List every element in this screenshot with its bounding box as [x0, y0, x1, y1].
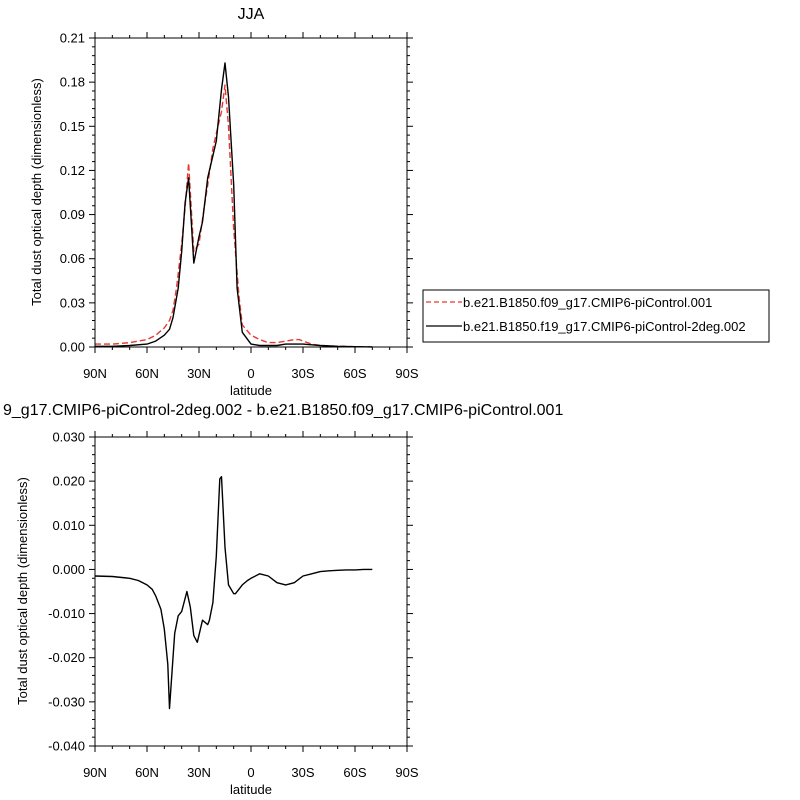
bottom-x-tick-label: 60S	[343, 765, 366, 780]
top-y-tick-label: 0.21	[60, 31, 85, 46]
bottom-y-tick-label: 0.000	[52, 562, 85, 577]
top-x-tick-label: 0	[247, 366, 254, 381]
top-x-tick-label: 90S	[395, 366, 418, 381]
top-series-group	[95, 62, 373, 348]
top-panel: JJA 0.00 0.03 0.06 0.09 0.12 0.15 0.18 0.21 90N…	[29, 6, 419, 398]
top-x-tick-label: 60N	[135, 366, 159, 381]
top-y-axis-label: Total dust optical depth (dimensionless)	[29, 78, 44, 306]
bottom-x-tick-label: 30N	[187, 765, 211, 780]
bottom-x-tick-label: 90S	[395, 765, 418, 780]
bottom-x-axis-label: latitude	[230, 782, 272, 797]
bottom-y-tick-label: 0.030	[52, 430, 85, 445]
top-y-tick-label: 0.15	[60, 119, 85, 134]
top-y-tick-label: 0.12	[60, 163, 85, 178]
top-y-tick-label: 0.18	[60, 75, 85, 90]
top-series-line-2	[95, 62, 373, 348]
bottom-x-tick-label: 0	[247, 765, 254, 780]
bottom-y-axis-label: Total dust optical depth (dimensionless)	[15, 477, 30, 705]
top-y-tick-label: 0.00	[60, 340, 85, 355]
top-x-tick-label: 30N	[187, 366, 211, 381]
bottom-x-tick-label: 90N	[83, 765, 107, 780]
bottom-axis-ticks	[89, 431, 413, 752]
bottom-series-group	[94, 476, 373, 710]
bottom-series-line-1	[94, 476, 373, 710]
top-x-tick-label: 60S	[343, 366, 366, 381]
top-axis-ticks	[89, 32, 413, 353]
bottom-x-tick-labels: 90N 60N 30N 0 30S 60S 90S	[83, 765, 419, 780]
legend-box	[422, 289, 770, 343]
top-y-tick-labels: 0.00 0.03 0.06 0.09 0.12 0.15 0.18 0.21	[60, 31, 85, 355]
bottom-panel: 9_g17.CMIP6-piControl-2deg.002 - b.e21.B…	[3, 402, 563, 797]
top-y-tick-label: 0.03	[60, 295, 85, 310]
bottom-y-tick-label: -0.040	[48, 739, 85, 754]
bottom-plot-frame	[94, 436, 408, 747]
bottom-x-tick-label: 60N	[135, 765, 159, 780]
top-chart-title: JJA	[238, 6, 265, 23]
top-y-tick-label: 0.09	[60, 207, 85, 222]
bottom-y-tick-labels: -0.040 -0.030 -0.020 -0.010 0.000 0.010 0.020 0…	[48, 430, 85, 754]
top-y-tick-label: 0.06	[60, 251, 85, 266]
bottom-x-tick-label: 30S	[291, 765, 314, 780]
legend-label-series-2: b.e21.B1850.f19_g17.CMIP6-piControl-2deg…	[463, 319, 746, 334]
legend: b.e21.B1850.f09_g17.CMIP6-piControl.001 …	[422, 289, 770, 343]
top-series-line-1	[95, 84, 373, 348]
legend-label-series-1: b.e21.B1850.f09_g17.CMIP6-piControl.001	[463, 295, 712, 310]
top-x-tick-labels: 90N 60N 30N 0 30S 60S 90S	[83, 366, 419, 381]
bottom-y-tick-label: 0.020	[52, 474, 85, 489]
top-x-tick-label: 90N	[83, 366, 107, 381]
top-x-tick-label: 30S	[291, 366, 314, 381]
bottom-y-tick-label: 0.010	[52, 518, 85, 533]
bottom-y-tick-label: -0.030	[48, 694, 85, 709]
top-x-axis-label: latitude	[230, 383, 272, 398]
top-plot-frame	[94, 37, 408, 348]
bottom-y-tick-label: -0.010	[48, 606, 85, 621]
bottom-chart-title: 9_g17.CMIP6-piControl-2deg.002 - b.e21.B…	[3, 402, 563, 419]
bottom-y-tick-label: -0.020	[48, 650, 85, 665]
